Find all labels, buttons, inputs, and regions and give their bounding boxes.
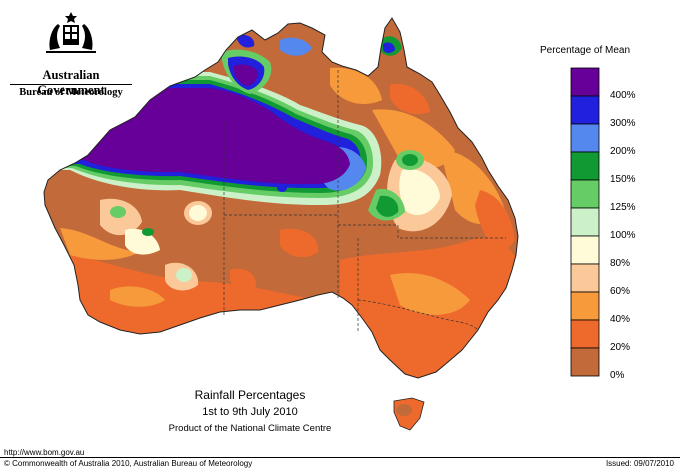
- legend-label: 80%: [610, 258, 631, 269]
- legend-label: 150%: [610, 174, 636, 185]
- legend-swatch: [570, 67, 600, 97]
- government-name: Australian Government: [37, 68, 105, 97]
- legend-swatch: [570, 207, 600, 237]
- divider: [10, 84, 132, 85]
- legend-label: 0%: [610, 370, 625, 381]
- coat-of-arms-icon: [46, 12, 96, 53]
- website-link[interactable]: http://www.bom.gov.au: [4, 448, 85, 457]
- government-branding: Australian Government Bureau of Meteorol…: [8, 8, 134, 100]
- map-period: 1st to 9th July 2010: [202, 406, 298, 418]
- legend-colorbar: [570, 67, 600, 377]
- legend-swatch: [570, 95, 600, 125]
- legend-label: 400%: [610, 90, 636, 101]
- legend-label: 60%: [610, 286, 631, 297]
- legend-label: 125%: [610, 202, 636, 213]
- footer-divider: [0, 457, 680, 458]
- legend-swatch: [570, 235, 600, 265]
- legend-swatch: [570, 291, 600, 321]
- legend-label: 20%: [610, 342, 631, 353]
- legend-swatch: [570, 151, 600, 181]
- legend-title: Percentage of Mean: [540, 45, 631, 56]
- legend-swatch: [570, 263, 600, 293]
- legend-swatch: [570, 123, 600, 153]
- legend-label: 200%: [610, 146, 636, 157]
- legend-swatch: [570, 179, 600, 209]
- bureau-name: Bureau of Meteorology: [19, 87, 123, 98]
- issued-date: Issued: 09/07/2010: [605, 459, 674, 468]
- legend-label: 300%: [610, 118, 636, 129]
- legend-label: 100%: [610, 230, 636, 241]
- legend-label: 40%: [610, 314, 631, 325]
- legend-swatch: [570, 319, 600, 349]
- map-title: Rainfall Percentages: [194, 388, 306, 402]
- map-product: Product of the National Climate Centre: [168, 423, 332, 434]
- legend-swatch: [570, 347, 600, 377]
- copyright-text: © Commonwealth of Australia 2010, Austra…: [4, 459, 253, 468]
